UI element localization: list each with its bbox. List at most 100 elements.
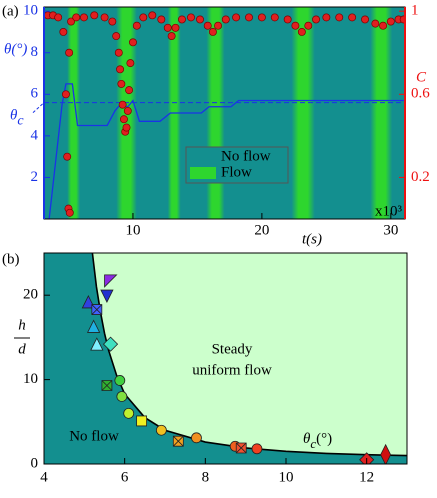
c-point bbox=[80, 13, 88, 22]
c-point bbox=[178, 15, 186, 24]
c-point bbox=[54, 13, 63, 22]
y-tick-label: 20 bbox=[23, 287, 38, 303]
c-point bbox=[157, 15, 166, 24]
c-point bbox=[132, 21, 141, 30]
c-point bbox=[65, 208, 74, 217]
data-point bbox=[116, 391, 128, 402]
data-point bbox=[90, 337, 104, 351]
data-point bbox=[101, 380, 113, 391]
data-point bbox=[86, 319, 101, 333]
y-axis-label-numerator: h bbox=[18, 317, 26, 333]
c-point bbox=[100, 13, 109, 22]
x-axis-label: t(s) bbox=[302, 231, 322, 247]
c-point bbox=[283, 15, 292, 24]
c-point bbox=[119, 115, 128, 124]
y2-tick-label: 1 bbox=[411, 3, 419, 19]
x-multiplier: x10³ bbox=[375, 203, 403, 219]
data-point bbox=[114, 375, 126, 386]
c-point bbox=[118, 100, 127, 109]
y-tick-label: 6 bbox=[31, 86, 39, 102]
data-point bbox=[251, 443, 263, 455]
c-point bbox=[117, 79, 126, 88]
y2-tick-label: 0.6 bbox=[411, 86, 430, 102]
plot-frame bbox=[43, 252, 408, 465]
x-tick-label: 30 bbox=[383, 222, 398, 238]
c-point bbox=[270, 13, 279, 22]
plot-area bbox=[44, 7, 405, 219]
region-annotation: Steady bbox=[212, 341, 253, 357]
text-part: (°) bbox=[316, 431, 332, 447]
c-point bbox=[122, 123, 131, 132]
c-point bbox=[291, 21, 300, 30]
y-tick-label: 10 bbox=[23, 3, 38, 19]
region-annotation: uniform flow bbox=[192, 362, 272, 378]
c-point bbox=[203, 21, 212, 30]
y-tick-label: 8 bbox=[31, 44, 39, 60]
x-tick-label: 12 bbox=[359, 469, 374, 485]
reference-connector bbox=[32, 102, 45, 113]
region-above bbox=[92, 253, 407, 456]
c-point bbox=[126, 59, 135, 68]
c-point bbox=[386, 17, 395, 26]
x-axis-label: θc(°) bbox=[303, 431, 332, 451]
data-point bbox=[172, 435, 184, 447]
x-tick-label: 10 bbox=[125, 222, 140, 238]
c-point bbox=[379, 21, 388, 30]
data-point bbox=[191, 432, 202, 444]
c-point bbox=[297, 27, 306, 36]
c-point bbox=[108, 17, 117, 26]
c-point bbox=[348, 13, 357, 22]
c-point bbox=[148, 11, 157, 20]
c-point bbox=[139, 13, 148, 22]
data-point bbox=[123, 407, 135, 419]
data-point bbox=[104, 274, 118, 288]
c-point bbox=[129, 38, 137, 47]
y-tick-label: 0 bbox=[31, 455, 39, 471]
c-point bbox=[214, 21, 223, 30]
c-point bbox=[72, 13, 81, 22]
legend-label: No flow bbox=[221, 148, 271, 164]
plot-area bbox=[44, 253, 407, 464]
data-point bbox=[100, 289, 114, 303]
c-point bbox=[65, 48, 74, 57]
c-point bbox=[322, 13, 331, 22]
data-point bbox=[81, 295, 96, 309]
c-point bbox=[371, 19, 380, 28]
c-point bbox=[116, 65, 125, 74]
theta-line bbox=[45, 83, 404, 219]
text-part: c bbox=[17, 114, 24, 129]
x-tick-label: 20 bbox=[254, 222, 269, 238]
x-tick-label: 10 bbox=[279, 469, 294, 485]
y-axis-label-denominator: d bbox=[18, 341, 26, 357]
c-point bbox=[196, 15, 204, 24]
data-point bbox=[380, 443, 392, 464]
c-point bbox=[399, 15, 405, 24]
flow-band bbox=[67, 7, 81, 219]
c-point bbox=[187, 13, 195, 22]
legend-swatch bbox=[190, 151, 216, 163]
region-annotation: No flow bbox=[69, 428, 119, 444]
c-point bbox=[312, 15, 320, 24]
legend-swatch bbox=[190, 167, 216, 179]
legend-label: Flow bbox=[221, 164, 252, 180]
c-point bbox=[63, 152, 72, 161]
y-tick-label: 4 bbox=[31, 127, 39, 143]
data-point bbox=[136, 415, 148, 427]
y-tick-label: 2 bbox=[31, 169, 39, 185]
c-point bbox=[167, 32, 176, 41]
data-point bbox=[155, 424, 167, 436]
c-point bbox=[257, 13, 266, 22]
c-point bbox=[61, 90, 70, 99]
c-point bbox=[90, 11, 99, 20]
c-point bbox=[67, 17, 76, 26]
c-point bbox=[245, 13, 253, 22]
c-point bbox=[112, 32, 121, 41]
x-tick-label: 8 bbox=[202, 469, 210, 485]
c-point bbox=[123, 106, 132, 115]
text-part: c bbox=[310, 436, 316, 451]
reference-label: θc bbox=[10, 108, 24, 129]
data-point bbox=[235, 442, 247, 454]
x-tick-label: 4 bbox=[40, 469, 48, 485]
c-point bbox=[304, 21, 313, 30]
